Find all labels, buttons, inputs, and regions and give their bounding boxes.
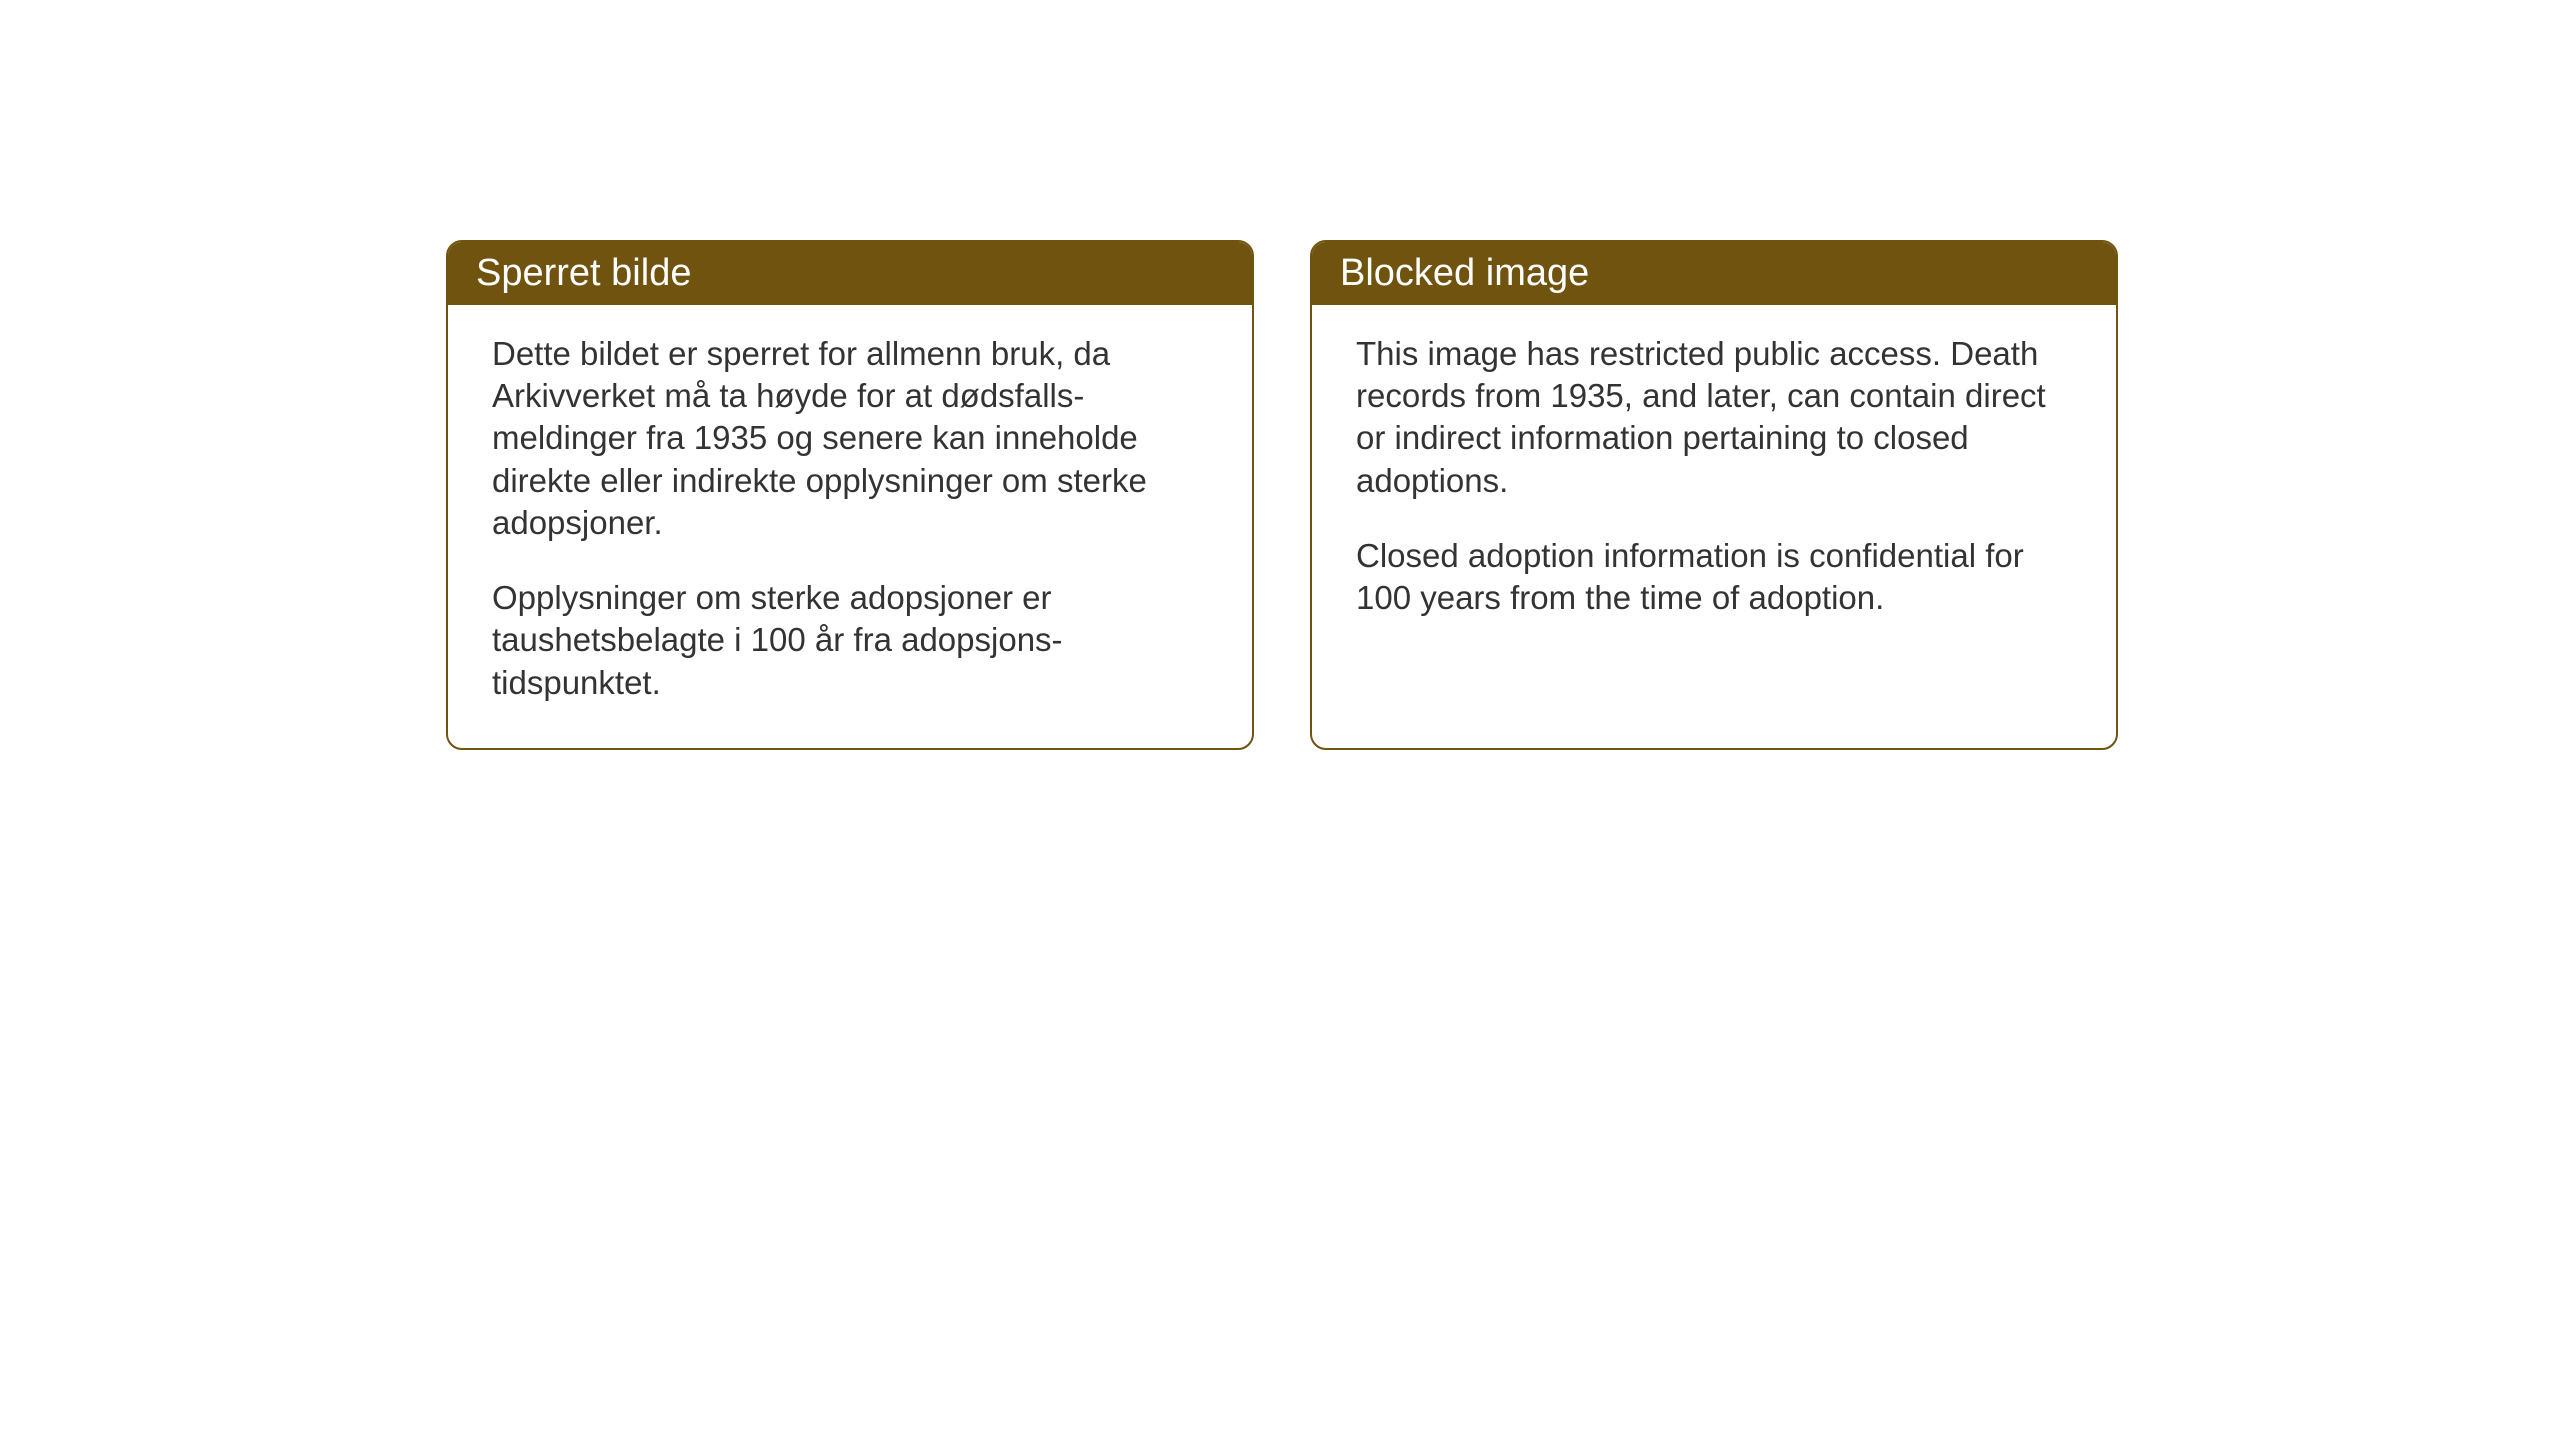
paragraph-2-norwegian: Opplysninger om sterke adopsjoner er tau… <box>492 577 1208 704</box>
card-english: Blocked image This image has restricted … <box>1310 240 2118 750</box>
paragraph-1-english: This image has restricted public access.… <box>1356 333 2072 502</box>
cards-container: Sperret bilde Dette bildet er sperret fo… <box>446 240 2118 750</box>
card-body-norwegian: Dette bildet er sperret for allmenn bruk… <box>448 305 1252 744</box>
paragraph-2-english: Closed adoption information is confident… <box>1356 535 2072 619</box>
card-header-norwegian: Sperret bilde <box>448 242 1252 305</box>
paragraph-1-norwegian: Dette bildet er sperret for allmenn bruk… <box>492 333 1208 544</box>
card-norwegian: Sperret bilde Dette bildet er sperret fo… <box>446 240 1254 750</box>
card-header-english: Blocked image <box>1312 242 2116 305</box>
card-body-english: This image has restricted public access.… <box>1312 305 2116 659</box>
card-title-norwegian: Sperret bilde <box>476 252 691 294</box>
card-title-english: Blocked image <box>1340 252 1589 294</box>
